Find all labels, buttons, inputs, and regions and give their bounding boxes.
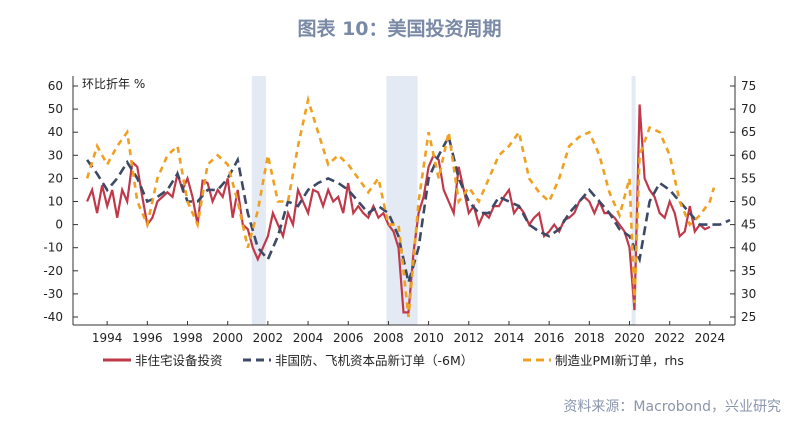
x-tick-label: 2012	[454, 331, 485, 345]
x-tick-label: 2016	[534, 331, 565, 345]
series-line-1	[86, 104, 711, 314]
y-left-tick-label: 60	[48, 79, 63, 93]
recession-band	[251, 76, 266, 325]
y-left-tick-label: 30	[48, 148, 63, 162]
chart-title: 图表 10：美国投资周期	[297, 18, 502, 40]
x-tick-label: 2014	[494, 331, 525, 345]
y-right-tick-label: 60	[741, 148, 756, 162]
legend-label-2: 非国防、飞机资本品新订单（-6M）	[275, 353, 473, 368]
recession-band	[631, 76, 636, 325]
y-right-tick-label: 25	[741, 310, 756, 324]
x-tick-label: 1996	[132, 331, 163, 345]
y-right-tick-label: 55	[741, 171, 756, 185]
y-right-tick-label: 50	[741, 195, 756, 209]
y-right-tick-label: 30	[741, 287, 756, 301]
legend-label-1: 非住宅设备投资	[135, 353, 223, 368]
x-tick-label: 1998	[172, 331, 203, 345]
y-left-tick-label: 0	[55, 218, 63, 232]
series-line-3	[85, 94, 716, 318]
source-note: 资料来源：Macrobond，兴业研究	[563, 399, 781, 415]
y-left-tick-label: -10	[43, 241, 63, 255]
y-right-tick-label: 65	[741, 125, 756, 139]
y-right-tick-label: 35	[741, 264, 756, 278]
x-tick-label: 2008	[373, 331, 404, 345]
x-tick-label: 2000	[212, 331, 243, 345]
y-right-tick-label: 70	[741, 102, 756, 116]
y-left-tick-label: 10	[48, 195, 63, 209]
y-axis-label: 环比折年 %	[82, 76, 145, 91]
x-tick-label: 1994	[92, 331, 123, 345]
x-tick-label: 2022	[654, 331, 685, 345]
y-right-tick-label: 75	[741, 79, 756, 93]
x-tick-label: 2020	[614, 331, 645, 345]
x-tick-label: 2006	[333, 331, 364, 345]
y-left-tick-label: -20	[43, 264, 63, 278]
y-right-tick-label: 45	[741, 218, 756, 232]
y-left-tick-label: -30	[43, 287, 63, 301]
y-left-tick-label: 50	[48, 102, 63, 116]
x-tick-label: 2004	[293, 331, 324, 345]
legend-label-3: 制造业PMI新订单，rhs	[555, 353, 684, 368]
x-tick-label: 2002	[253, 331, 284, 345]
y-left-tick-label: 40	[48, 125, 63, 139]
y-left-tick-label: -40	[43, 310, 63, 324]
y-right-tick-label: 40	[741, 241, 756, 255]
x-tick-label: 2010	[413, 331, 444, 345]
x-tick-label: 2018	[574, 331, 605, 345]
y-left-tick-label: 20	[48, 171, 63, 185]
x-tick-label: 2024	[695, 331, 726, 345]
